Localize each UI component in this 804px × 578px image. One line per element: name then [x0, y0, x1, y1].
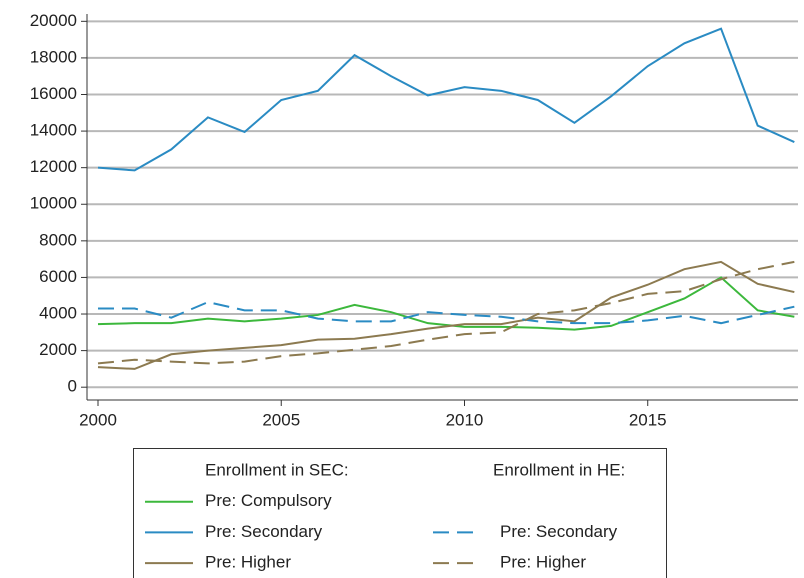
- y-tick-label: 14000: [30, 121, 77, 140]
- y-tick-label: 20000: [30, 11, 77, 30]
- series-line: [97, 260, 795, 370]
- legend-label: Pre: Higher: [500, 553, 586, 572]
- y-tick-label: 2000: [39, 340, 77, 359]
- y-tick-label: 12000: [30, 157, 77, 176]
- x-tick-label: 2000: [79, 410, 117, 429]
- y-tick-label: 0: [68, 377, 77, 396]
- legend-title: Enrollment in SEC:: [205, 460, 349, 479]
- legend-label: Pre: Compulsory: [205, 491, 332, 510]
- y-tick-label: 6000: [39, 267, 77, 286]
- series-line: [97, 276, 795, 331]
- y-tick-label: 4000: [39, 304, 77, 323]
- y-tick-label: 10000: [30, 194, 77, 213]
- y-tick-label: 18000: [30, 47, 77, 66]
- y-tick-label: 8000: [39, 230, 77, 249]
- legend-box: [133, 448, 667, 578]
- y-tick-label: 16000: [30, 84, 77, 103]
- series-line: [97, 27, 795, 172]
- legend-label: Pre: Secondary: [205, 522, 323, 541]
- legend-label: Pre: Higher: [205, 553, 291, 572]
- x-tick-label: 2015: [629, 410, 667, 429]
- series-line: [97, 260, 795, 365]
- legend-title: Enrollment in HE:: [493, 460, 625, 479]
- series-line: [97, 301, 795, 325]
- x-tick-label: 2010: [446, 410, 484, 429]
- legend-label: Pre: Secondary: [500, 522, 618, 541]
- x-tick-label: 2005: [262, 410, 300, 429]
